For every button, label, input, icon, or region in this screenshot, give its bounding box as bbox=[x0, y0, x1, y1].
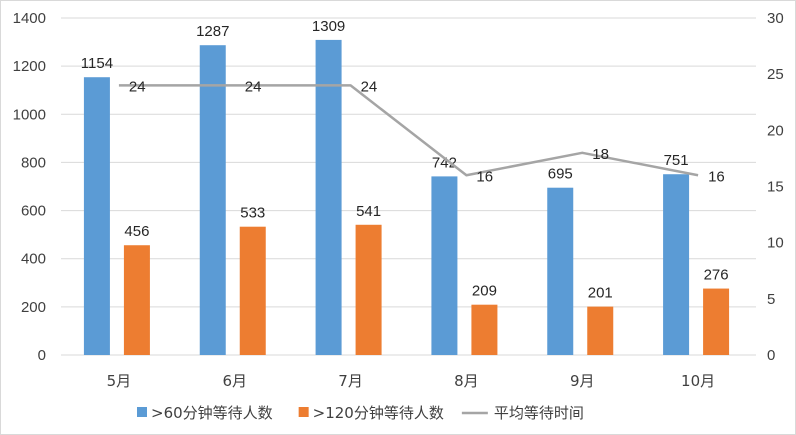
data-label-over60: 1287 bbox=[196, 23, 229, 40]
data-label-over60: 1309 bbox=[312, 18, 345, 35]
bar-over120 bbox=[123, 245, 150, 355]
y-left-tick-label: 200 bbox=[21, 299, 46, 316]
bar-over120 bbox=[239, 226, 266, 355]
data-label-over60: 742 bbox=[432, 154, 457, 171]
y-right-tick-label: 5 bbox=[767, 291, 775, 308]
legend-swatch bbox=[137, 407, 147, 417]
legend-label: >60分钟等待人数 bbox=[151, 404, 273, 422]
data-label-over60: 751 bbox=[664, 152, 689, 169]
y-left-tick-label: 600 bbox=[21, 203, 46, 220]
y-left-tick-label: 1200 bbox=[13, 58, 46, 75]
bar-over60 bbox=[83, 77, 110, 356]
bar-over60 bbox=[315, 39, 342, 355]
data-label-over120: 533 bbox=[240, 205, 265, 222]
bar-over60 bbox=[431, 176, 458, 355]
data-label-avg-wait: 24 bbox=[129, 78, 146, 95]
data-label-over120: 276 bbox=[704, 267, 729, 284]
y-right-tick-label: 20 bbox=[767, 122, 784, 139]
y-right-tick-label: 10 bbox=[767, 235, 784, 252]
data-label-avg-wait: 16 bbox=[476, 168, 493, 185]
data-label-avg-wait: 24 bbox=[361, 78, 378, 95]
x-tick-label: 6月 bbox=[222, 372, 247, 390]
x-tick-label: 7月 bbox=[338, 372, 363, 390]
data-label-over120: 541 bbox=[356, 203, 381, 220]
x-tick-label: 9月 bbox=[570, 372, 595, 390]
line-avg-wait bbox=[118, 84, 699, 177]
y-right-tick-label: 15 bbox=[767, 179, 784, 196]
data-label-avg-wait: 18 bbox=[592, 146, 609, 163]
bar-over60 bbox=[547, 187, 574, 355]
legend-label: 平均等待时间 bbox=[494, 404, 584, 422]
data-label-over120: 209 bbox=[472, 283, 497, 300]
legend-label: >120分钟等待人数 bbox=[313, 404, 444, 422]
y-left-tick-label: 1400 bbox=[13, 10, 46, 27]
y-right-tick-label: 30 bbox=[767, 10, 784, 27]
x-tick-label: 8月 bbox=[454, 372, 479, 390]
data-label-avg-wait: 24 bbox=[245, 78, 262, 95]
y-right-tick-label: 25 bbox=[767, 66, 784, 83]
data-label-over120: 456 bbox=[124, 223, 149, 240]
y-left-tick-label: 0 bbox=[38, 347, 46, 364]
bar-over120 bbox=[471, 304, 498, 355]
x-tick-label: 5月 bbox=[107, 372, 132, 390]
data-label-avg-wait: 16 bbox=[708, 168, 725, 185]
bar-over120 bbox=[355, 224, 382, 355]
bar-over120 bbox=[587, 306, 614, 355]
x-tick-label: 10月 bbox=[681, 372, 715, 390]
bar-over60 bbox=[199, 45, 226, 355]
data-label-over120: 201 bbox=[588, 285, 613, 302]
y-right-tick-label: 0 bbox=[767, 347, 775, 364]
data-label-over60: 1154 bbox=[81, 55, 113, 72]
legend-swatch bbox=[298, 407, 309, 417]
bar-over60 bbox=[663, 174, 690, 355]
y-left-tick-label: 1000 bbox=[13, 106, 46, 123]
bar-over120 bbox=[703, 288, 730, 355]
data-label-over60: 695 bbox=[548, 166, 573, 183]
y-left-tick-label: 400 bbox=[21, 251, 46, 268]
y-left-tick-label: 800 bbox=[21, 154, 46, 171]
